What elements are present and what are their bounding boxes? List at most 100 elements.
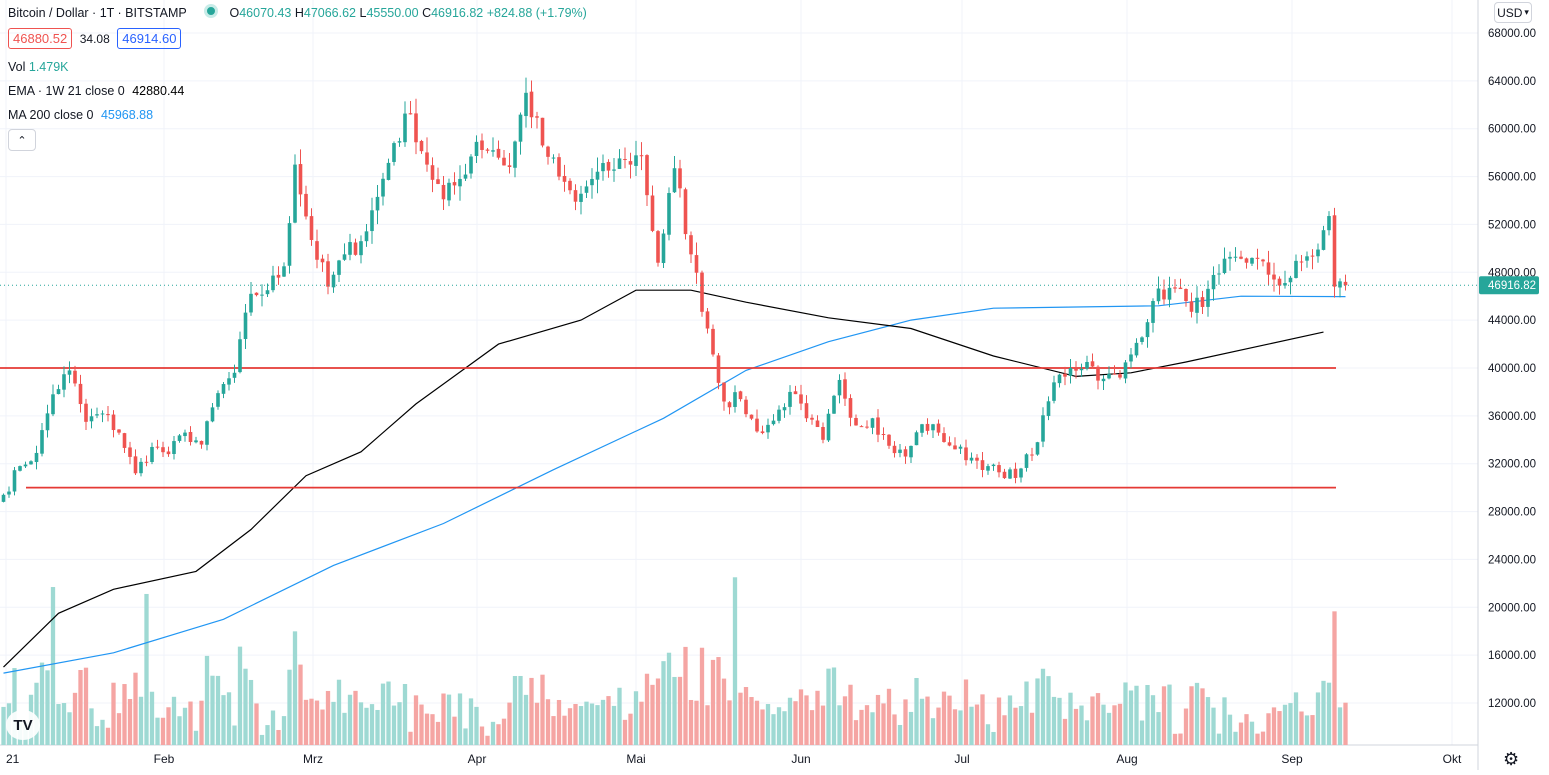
volume-bar — [903, 699, 908, 745]
candle-body — [672, 168, 677, 193]
candle-body — [12, 470, 17, 492]
volume-bar — [507, 702, 512, 745]
volume-bar — [842, 696, 848, 745]
candle-body — [1277, 278, 1282, 286]
volume-bar — [237, 646, 243, 745]
y-tick-label: 28000.00 — [1488, 507, 1536, 519]
symbol-title[interactable]: Bitcoin / Dollar · 1T · BITSTAMP — [8, 6, 187, 20]
volume-bar — [204, 655, 210, 745]
x-tick-label: Okt — [1443, 752, 1462, 766]
candle-body — [1096, 366, 1100, 381]
candle-body — [986, 466, 990, 471]
candle-body — [485, 149, 490, 151]
candle-body — [678, 168, 682, 189]
volume-bar — [1007, 695, 1013, 745]
candle-body — [876, 417, 880, 435]
volume-bar — [1310, 715, 1315, 745]
volume-bar — [870, 712, 875, 745]
volume-bar — [485, 735, 490, 745]
volume-bar — [1205, 697, 1211, 745]
volume-bar — [457, 693, 463, 745]
ask-price[interactable]: 46914.60 — [117, 28, 182, 49]
volume-bar — [567, 708, 573, 745]
volume-bar — [45, 670, 50, 745]
candle-body — [452, 182, 457, 186]
volume-bar — [1018, 706, 1024, 745]
volume-bar — [1233, 731, 1238, 745]
candle-body — [205, 421, 209, 445]
volume-bar — [765, 704, 771, 745]
volume-bar — [837, 705, 842, 745]
volume-bar — [974, 704, 980, 745]
volume-bar — [127, 698, 133, 745]
candle-body — [1134, 342, 1139, 356]
candle-body — [1151, 301, 1155, 323]
candle-body — [56, 389, 61, 395]
volume-bar — [771, 714, 776, 745]
candle-body — [243, 312, 248, 340]
volume-bar — [490, 721, 496, 745]
volume-bar — [1, 706, 6, 745]
candle-body — [1321, 230, 1326, 250]
volume-bar — [738, 692, 743, 745]
candle-body — [1244, 258, 1249, 263]
candle-body — [51, 394, 55, 415]
collapse-legend-button[interactable]: ⌃ — [8, 129, 36, 151]
volume-legend[interactable]: Vol 1.479K — [8, 60, 69, 74]
volume-bar — [991, 731, 996, 745]
candle-body — [1008, 469, 1012, 479]
volume-bar — [1343, 702, 1348, 745]
candle-body — [705, 311, 710, 329]
candle-body — [111, 414, 116, 431]
volume-bar — [166, 707, 171, 745]
volume-bar — [562, 715, 567, 745]
candle-body — [1167, 287, 1172, 300]
volume-bar — [265, 725, 270, 745]
candle-body — [1250, 257, 1254, 264]
volume-bar — [182, 707, 188, 745]
ema-legend[interactable]: EMA · 1W 21 close 0 42880.44 — [8, 84, 184, 98]
volume-bar — [177, 716, 182, 745]
y-tick-label: 36000.00 — [1488, 411, 1536, 423]
currency-label: USD — [1497, 5, 1523, 20]
volume-bar — [419, 704, 424, 745]
ma-legend[interactable]: MA 200 close 0 45968.88 — [8, 108, 153, 122]
candle-body — [1030, 454, 1034, 456]
ema-label: EMA · 1W 21 close 0 — [8, 84, 125, 98]
bid-price[interactable]: 46880.52 — [8, 28, 73, 49]
candle-body — [865, 426, 869, 428]
volume-bar — [1073, 708, 1079, 745]
volume-bar — [1266, 713, 1271, 745]
volume-bar — [221, 695, 226, 745]
volume-bar — [1189, 686, 1194, 745]
candle-body — [73, 370, 77, 384]
volume-bar — [358, 702, 364, 745]
volume-bar — [518, 675, 523, 745]
volume-bar — [463, 728, 468, 745]
candle-body — [491, 150, 495, 152]
volume-bar — [1282, 704, 1288, 745]
y-tick-label: 60000.00 — [1488, 124, 1536, 136]
volume-bar — [320, 709, 325, 745]
volume-bar — [826, 668, 831, 745]
tradingview-logo[interactable]: TV — [6, 710, 40, 740]
volume-bar — [958, 710, 963, 745]
gear-icon[interactable]: ⚙ — [1503, 749, 1520, 769]
candle-body — [276, 274, 281, 278]
volume-bar — [1029, 712, 1035, 745]
last-price-tag — [1479, 276, 1539, 295]
candle-body — [375, 196, 380, 211]
candle-body — [403, 113, 407, 143]
volume-bar — [259, 734, 265, 745]
currency-selector[interactable]: USD ▾ — [1494, 2, 1532, 23]
candle-body — [1063, 373, 1067, 377]
ma-200-line — [3, 295, 1346, 674]
volume-bar — [116, 713, 122, 745]
close-label: C — [422, 6, 432, 20]
candle-body — [298, 164, 303, 195]
candle-body — [370, 210, 374, 232]
candle-body — [1, 494, 6, 502]
volume-bar — [798, 689, 804, 745]
